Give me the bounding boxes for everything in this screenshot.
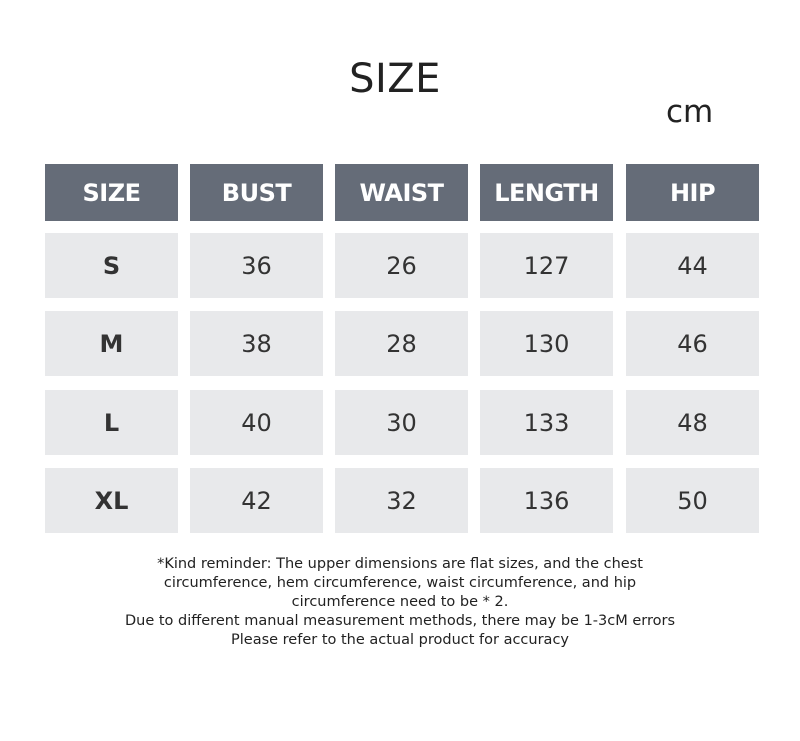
note-line: Due to different manual measurement meth… <box>124 613 676 629</box>
table-cell: 48 <box>626 390 759 455</box>
note-line: circumference need to be * 2. <box>291 594 509 610</box>
table-cell: 30 <box>335 390 468 455</box>
table-cell: 32 <box>335 468 468 533</box>
column-header-hip: HIP <box>626 164 759 221</box>
table-cell: 26 <box>335 233 468 298</box>
table-cell: 40 <box>190 390 323 455</box>
unit-label: cm <box>666 94 714 130</box>
table-cell: M <box>45 311 178 376</box>
column-header-length: LENGTH <box>480 164 613 221</box>
note-line: circumference, hem circumference, waist … <box>163 575 637 591</box>
column-header-size: SIZE <box>45 164 178 221</box>
table-cell: 42 <box>190 468 323 533</box>
table-cell: XL <box>45 468 178 533</box>
column-header-waist: WAIST <box>335 164 468 221</box>
notes: *Kind reminder: The upper dimensions are… <box>0 555 800 650</box>
note-line: *Kind reminder: The upper dimensions are… <box>157 556 643 572</box>
table-cell: 133 <box>480 390 613 455</box>
table-cell: 36 <box>190 233 323 298</box>
table-cell: 28 <box>335 311 468 376</box>
note-line: Please refer to the actual product for a… <box>231 632 569 648</box>
table-cell: 50 <box>626 468 759 533</box>
table-cell: 127 <box>480 233 613 298</box>
table-cell: 136 <box>480 468 613 533</box>
table-cell: 44 <box>626 233 759 298</box>
page-title: SIZE <box>349 56 441 102</box>
table-cell: 130 <box>480 311 613 376</box>
column-header-bust: BUST <box>190 164 323 221</box>
table-cell: 46 <box>626 311 759 376</box>
table-cell: 38 <box>190 311 323 376</box>
table-cell: L <box>45 390 178 455</box>
table-cell: S <box>45 233 178 298</box>
